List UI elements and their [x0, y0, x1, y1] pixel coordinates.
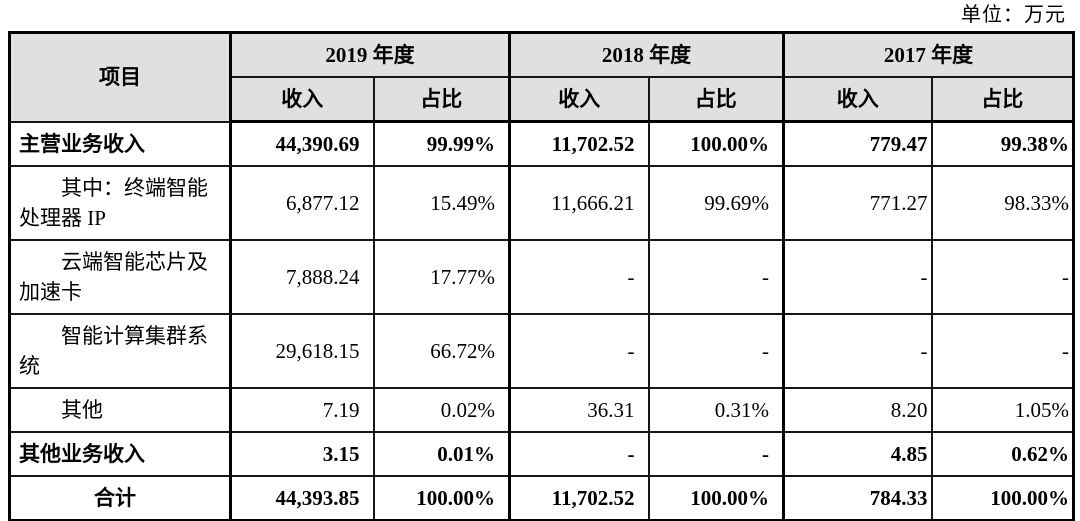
table-row-other-business: 其他业务收入 3.15 0.01% - - 4.85 0.62%: [8, 431, 1075, 477]
table-row-cloud-chip: 云端智能芯片及加速卡 7,888.24 17.77% - - - -: [8, 239, 1075, 315]
header-item: 项目: [8, 31, 232, 123]
cell-2018-ratio: -: [647, 431, 785, 477]
cell-2017-ratio: 1.05%: [930, 387, 1075, 433]
header-ratio-2017: 占比: [930, 76, 1075, 123]
row-label: 合计: [8, 475, 232, 521]
header-revenue-2017: 收入: [782, 76, 933, 123]
cell-2018-ratio: 100.00%: [647, 120, 785, 167]
row-label: 主营业务收入: [8, 120, 232, 167]
cell-2017-revenue: 4.85: [782, 431, 933, 477]
cell-2017-ratio: -: [930, 239, 1075, 315]
table-row-terminal-ip: 其中：终端智能处理器 IP 6,877.12 15.49% 11,666.21 …: [8, 165, 1075, 241]
cell-2017-revenue: 771.27: [782, 165, 933, 241]
header-ratio-2018: 占比: [647, 76, 785, 123]
table-body: 主营业务收入 44,390.69 99.99% 11,702.52 100.00…: [8, 120, 1075, 521]
cell-2018-ratio: -: [647, 239, 785, 315]
header-revenue-2019: 收入: [229, 76, 375, 123]
cell-2017-revenue: 8.20: [782, 387, 933, 433]
cell-2018-ratio: 99.69%: [647, 165, 785, 241]
cell-2019-revenue: 3.15: [229, 431, 375, 477]
cell-2019-ratio: 17.77%: [372, 239, 511, 315]
revenue-table: 项目 2019 年度 2018 年度 2017 年度 收入 占比 收入 占比 收…: [8, 31, 1075, 521]
row-label: 其中：终端智能处理器 IP: [8, 165, 232, 241]
cell-2019-ratio: 15.49%: [372, 165, 511, 241]
header-year-2019: 2019 年度: [229, 31, 511, 78]
cell-2017-revenue: 779.47: [782, 120, 933, 167]
cell-2019-revenue: 7.19: [229, 387, 375, 433]
header-year-2017: 2017 年度: [782, 31, 1075, 78]
table-row-other: 其他 7.19 0.02% 36.31 0.31% 8.20 1.05%: [8, 387, 1075, 433]
table-row-total: 合计 44,393.85 100.00% 11,702.52 100.00% 7…: [8, 475, 1075, 521]
cell-2019-ratio: 0.02%: [372, 387, 511, 433]
cell-2018-revenue: -: [508, 431, 650, 477]
cell-2019-ratio: 0.01%: [372, 431, 511, 477]
cell-2018-revenue: 11,666.21: [508, 165, 650, 241]
cell-2017-ratio: 98.33%: [930, 165, 1075, 241]
row-label: 其他: [8, 387, 232, 433]
cell-2019-revenue: 44,390.69: [229, 120, 375, 167]
cell-2019-ratio: 66.72%: [372, 313, 511, 389]
cell-2019-revenue: 44,393.85: [229, 475, 375, 521]
cell-2019-ratio: 99.99%: [372, 120, 511, 167]
cell-2018-revenue: 11,702.52: [508, 120, 650, 167]
cell-2018-revenue: 36.31: [508, 387, 650, 433]
cell-2017-ratio: 0.62%: [930, 431, 1075, 477]
cell-2019-ratio: 100.00%: [372, 475, 511, 521]
cell-2019-revenue: 29,618.15: [229, 313, 375, 389]
cell-2018-revenue: -: [508, 313, 650, 389]
cell-2018-revenue: 11,702.52: [508, 475, 650, 521]
cell-2017-ratio: -: [930, 313, 1075, 389]
table-row-main-business: 主营业务收入 44,390.69 99.99% 11,702.52 100.00…: [8, 120, 1075, 167]
row-label: 智能计算集群系统: [8, 313, 232, 389]
cell-2019-revenue: 7,888.24: [229, 239, 375, 315]
cell-2017-ratio: 99.38%: [930, 120, 1075, 167]
cell-2019-revenue: 6,877.12: [229, 165, 375, 241]
cell-2017-revenue: -: [782, 313, 933, 389]
cell-2018-revenue: -: [508, 239, 650, 315]
cell-2017-ratio: 100.00%: [930, 475, 1075, 521]
row-label: 云端智能芯片及加速卡: [8, 239, 232, 315]
header-sub-row: 收入 占比 收入 占比 收入 占比: [10, 76, 1075, 123]
cell-2018-ratio: 100.00%: [647, 475, 785, 521]
cell-2018-ratio: 0.31%: [647, 387, 785, 433]
table-header: 项目 2019 年度 2018 年度 2017 年度 收入 占比 收入 占比 收…: [8, 31, 1075, 123]
header-year-row: 项目 2019 年度 2018 年度 2017 年度: [8, 31, 1075, 123]
cell-2017-revenue: 784.33: [782, 475, 933, 521]
header-ratio-2019: 占比: [372, 76, 511, 123]
row-label: 其他业务收入: [8, 431, 232, 477]
table-row-cluster-system: 智能计算集群系统 29,618.15 66.72% - - - -: [8, 313, 1075, 389]
header-revenue-2018: 收入: [508, 76, 650, 123]
cell-2017-revenue: -: [782, 239, 933, 315]
header-year-2018: 2018 年度: [508, 31, 785, 78]
cell-2018-ratio: -: [647, 313, 785, 389]
unit-label: 单位：万元: [961, 4, 1066, 26]
